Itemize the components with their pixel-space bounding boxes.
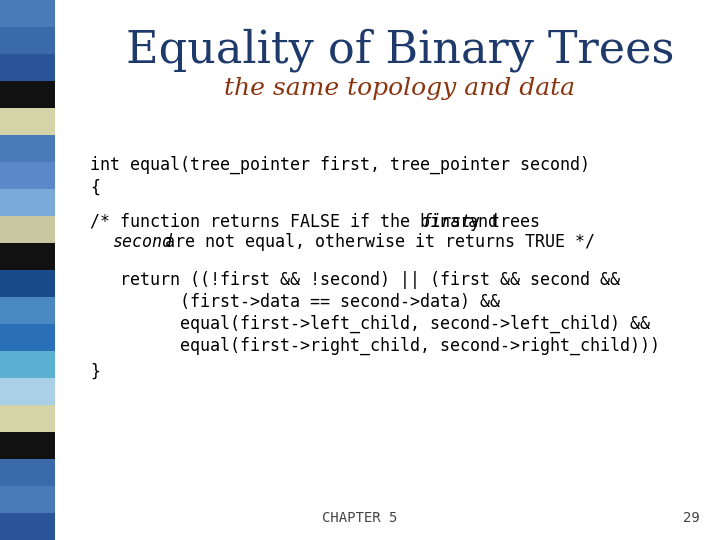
Text: second: second — [112, 233, 171, 251]
Bar — [0, 108, 55, 135]
Text: Equality of Binary Trees: Equality of Binary Trees — [126, 28, 674, 72]
Text: }: } — [90, 363, 100, 381]
Text: are not equal, otherwise it returns TRUE */: are not equal, otherwise it returns TRUE… — [155, 233, 595, 251]
Bar — [0, 135, 55, 162]
Bar — [0, 459, 55, 486]
Text: the same topology and data: the same topology and data — [225, 77, 575, 99]
Bar — [0, 324, 55, 351]
Bar — [0, 486, 55, 513]
Bar — [0, 297, 55, 324]
Bar — [0, 405, 55, 432]
Text: equal(first->right_child, second->right_child))): equal(first->right_child, second->right_… — [90, 337, 660, 355]
Bar — [0, 351, 55, 378]
Text: /* function returns FALSE if the binary trees: /* function returns FALSE if the binary … — [90, 213, 550, 231]
Bar — [0, 378, 55, 405]
Bar — [0, 162, 55, 189]
Text: {: { — [90, 179, 100, 197]
Bar — [0, 216, 55, 243]
Bar — [0, 270, 55, 297]
Text: 29: 29 — [683, 511, 700, 525]
Bar — [0, 54, 55, 81]
Text: int equal(tree_pointer first, tree_pointer second): int equal(tree_pointer first, tree_point… — [90, 156, 590, 174]
Bar — [0, 27, 55, 54]
Bar — [0, 243, 55, 270]
Text: (first->data == second->data) &&: (first->data == second->data) && — [90, 293, 500, 311]
Bar — [0, 81, 55, 108]
Text: and: and — [458, 213, 498, 231]
Text: return ((!first && !second) || (first && second &&: return ((!first && !second) || (first &&… — [90, 271, 620, 289]
Text: first: first — [422, 213, 472, 231]
Bar — [0, 0, 55, 27]
Text: equal(first->left_child, second->left_child) &&: equal(first->left_child, second->left_ch… — [90, 315, 650, 333]
Bar — [0, 189, 55, 216]
Text: CHAPTER 5: CHAPTER 5 — [323, 511, 397, 525]
Bar — [0, 513, 55, 540]
Bar — [0, 432, 55, 459]
